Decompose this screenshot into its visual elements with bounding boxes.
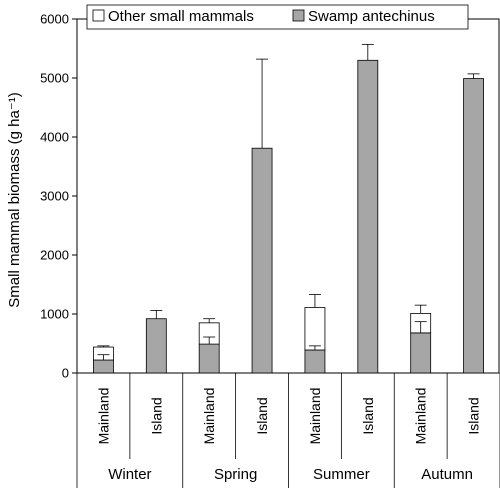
legend-label: Other small mammals — [108, 8, 254, 25]
y-tick-label: 3000 — [40, 189, 69, 204]
y-axis-label: Small mammal biomass (g ha⁻¹) — [6, 92, 23, 307]
plot-frame — [76, 18, 500, 374]
chart-legend: Other small mammals Swamp antechinus — [86, 4, 469, 30]
legend-box — [86, 4, 469, 30]
y-tick-label: 2000 — [40, 248, 69, 263]
bar-swamp-antechinus — [463, 78, 484, 374]
legend-swatch — [292, 9, 305, 22]
x-axis-labels: Mainland Island Mainland Island Mainland Isla… — [76, 373, 500, 488]
bar-swamp-antechinus — [198, 343, 220, 374]
bar-swamp-antechinus — [93, 359, 114, 374]
x-category-label: Island — [148, 397, 164, 434]
x-category-label: Mainland — [307, 388, 323, 445]
x-category-label: Mainland — [201, 388, 217, 445]
x-category-label: Island — [466, 397, 482, 434]
y-tick-label: 6000 — [40, 12, 69, 27]
x-category-label: Mainland — [95, 388, 111, 445]
x-group-label: Summer — [313, 466, 370, 483]
bar-swamp-antechinus — [145, 318, 167, 374]
x-category-label: Mainland — [413, 388, 429, 445]
x-group-label: Winter — [108, 466, 151, 483]
y-tick-label: 5000 — [40, 71, 69, 86]
x-group-label: Autumn — [421, 466, 473, 483]
bar-swamp-antechinus — [304, 349, 326, 374]
legend-swatch — [92, 9, 105, 22]
bar-other-small-mammals — [304, 307, 326, 351]
legend-label: Swamp antechinus — [308, 8, 435, 25]
chart-bars — [93, 59, 484, 374]
x-group-label: Spring — [214, 466, 257, 483]
y-tick-label: 0 — [62, 366, 69, 381]
x-category-label: Island — [254, 397, 270, 434]
y-tick-label: 1000 — [40, 307, 69, 322]
bar-swamp-antechinus — [357, 59, 379, 374]
x-category-label: Island — [360, 397, 376, 434]
chart-error-bars — [97, 43, 480, 361]
bar-swamp-antechinus — [251, 147, 273, 374]
y-tick-label: 4000 — [40, 130, 69, 145]
bar-swamp-antechinus — [410, 332, 432, 374]
chart-axes: 0 1000 2000 3000 4000 5000 6000 — [40, 12, 500, 381]
